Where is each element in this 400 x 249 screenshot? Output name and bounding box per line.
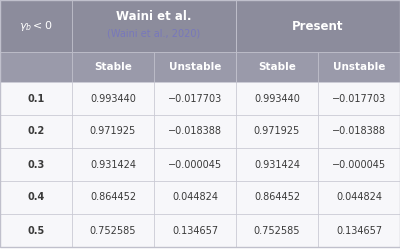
Text: 0.752585: 0.752585 xyxy=(90,226,136,236)
Text: (Waini et al., 2020): (Waini et al., 2020) xyxy=(107,29,201,39)
Text: Stable: Stable xyxy=(94,62,132,72)
Bar xyxy=(72,115,154,148)
Bar xyxy=(0,148,72,181)
Text: 0.134657: 0.134657 xyxy=(336,226,382,236)
Bar xyxy=(318,181,400,214)
Text: Stable: Stable xyxy=(258,62,296,72)
Bar xyxy=(318,214,400,247)
Bar xyxy=(236,52,318,82)
Text: 0.134657: 0.134657 xyxy=(172,226,218,236)
Text: 0.3: 0.3 xyxy=(27,160,45,170)
Text: −0.000045: −0.000045 xyxy=(332,160,386,170)
Text: 0.864452: 0.864452 xyxy=(254,192,300,202)
Bar xyxy=(236,148,318,181)
Text: $\gamma_b < 0$: $\gamma_b < 0$ xyxy=(19,19,53,33)
Text: Unstable: Unstable xyxy=(333,62,385,72)
Bar xyxy=(0,82,72,115)
Text: −0.017703: −0.017703 xyxy=(168,94,222,104)
Text: Waini et al.: Waini et al. xyxy=(116,10,192,23)
Bar xyxy=(72,181,154,214)
Text: 0.4: 0.4 xyxy=(27,192,45,202)
Text: −0.000045: −0.000045 xyxy=(168,160,222,170)
Text: Unstable: Unstable xyxy=(169,62,221,72)
Bar xyxy=(154,115,236,148)
Bar xyxy=(236,115,318,148)
Text: 0.993440: 0.993440 xyxy=(90,94,136,104)
Text: 0.864452: 0.864452 xyxy=(90,192,136,202)
Bar xyxy=(72,52,154,82)
Bar xyxy=(72,214,154,247)
Bar xyxy=(154,214,236,247)
Bar xyxy=(318,82,400,115)
Text: Present: Present xyxy=(292,19,344,33)
Text: −0.017703: −0.017703 xyxy=(332,94,386,104)
Text: 0.5: 0.5 xyxy=(27,226,45,236)
Bar xyxy=(236,0,400,52)
Text: 0.1: 0.1 xyxy=(27,94,45,104)
Bar xyxy=(236,82,318,115)
Bar xyxy=(0,214,72,247)
Text: 0.971925: 0.971925 xyxy=(90,126,136,136)
Text: 0.931424: 0.931424 xyxy=(254,160,300,170)
Text: 0.2: 0.2 xyxy=(27,126,45,136)
Text: −0.018388: −0.018388 xyxy=(168,126,222,136)
Bar xyxy=(154,82,236,115)
Bar xyxy=(0,181,72,214)
Text: 0.993440: 0.993440 xyxy=(254,94,300,104)
Text: 0.752585: 0.752585 xyxy=(254,226,300,236)
Text: 0.971925: 0.971925 xyxy=(254,126,300,136)
Bar xyxy=(0,0,72,52)
Bar xyxy=(236,214,318,247)
Bar xyxy=(154,148,236,181)
Bar xyxy=(0,52,72,82)
Bar xyxy=(72,82,154,115)
Bar xyxy=(318,148,400,181)
Bar xyxy=(72,148,154,181)
Bar xyxy=(318,52,400,82)
Bar xyxy=(154,52,236,82)
Bar xyxy=(0,115,72,148)
Text: 0.044824: 0.044824 xyxy=(336,192,382,202)
Text: 0.044824: 0.044824 xyxy=(172,192,218,202)
Bar xyxy=(154,181,236,214)
Text: 0.931424: 0.931424 xyxy=(90,160,136,170)
Bar xyxy=(236,181,318,214)
Text: −0.018388: −0.018388 xyxy=(332,126,386,136)
Bar xyxy=(318,115,400,148)
Bar xyxy=(72,0,236,52)
